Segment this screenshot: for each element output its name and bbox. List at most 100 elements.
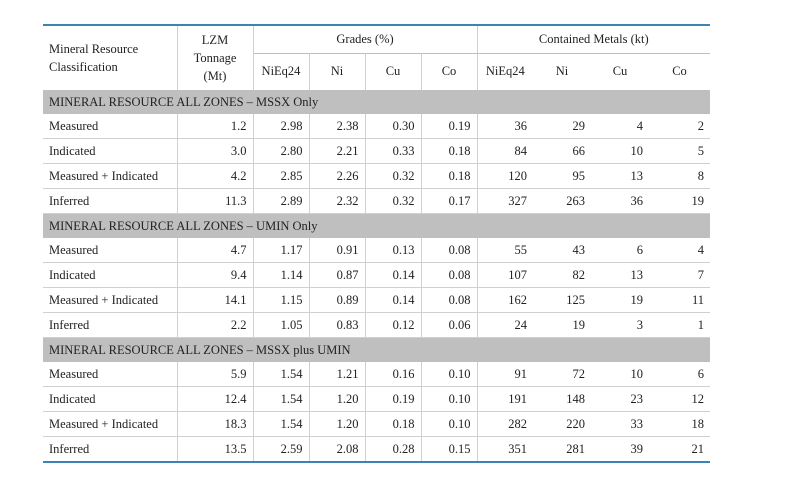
table-cell: 2.38 bbox=[309, 114, 366, 139]
table-cell: 13 bbox=[591, 262, 650, 288]
row-classification: Measured bbox=[43, 362, 178, 387]
table-row: Inferred 13.5 2.59 2.08 0.28 0.15 351 281 39 21 bbox=[43, 436, 710, 461]
table-row: Measured 4.7 1.17 0.91 0.13 0.08 55 43 6 4 bbox=[43, 238, 711, 263]
table-cell: 0.28 bbox=[365, 436, 422, 461]
table-row: Indicated 9.4 1.14 0.87 0.14 0.08 107 82 13 7 bbox=[43, 262, 711, 288]
table-cell: 1.15 bbox=[253, 287, 310, 313]
section-title: MINERAL RESOURCE ALL ZONES – UMIN Only bbox=[43, 213, 711, 238]
table-cell: 2.89 bbox=[253, 188, 310, 214]
table-row: Measured 5.9 1.54 1.21 0.16 0.10 91 72 10 6 bbox=[43, 362, 711, 387]
table-cell: 8 bbox=[649, 163, 711, 189]
section-header-row: MINERAL RESOURCE ALL ZONES – MSSX Only bbox=[43, 90, 711, 114]
table-cell: 29 bbox=[533, 114, 592, 139]
table-cell: 0.14 bbox=[365, 262, 422, 288]
table-cell: 10 bbox=[591, 362, 650, 387]
table-cell: 1.14 bbox=[253, 262, 310, 288]
table-cell: 2.32 bbox=[309, 188, 366, 214]
table-cell: 0.18 bbox=[365, 411, 422, 437]
table-cell: 1.20 bbox=[309, 411, 366, 437]
table-cell: 18 bbox=[649, 411, 711, 437]
section-header-row: MINERAL RESOURCE ALL ZONES – MSSX plus U… bbox=[43, 337, 711, 362]
table-cell: 1.54 bbox=[253, 386, 310, 412]
table-cell: 0.91 bbox=[309, 238, 366, 263]
row-classification: Measured + Indicated bbox=[43, 411, 178, 437]
table-cell: 91 bbox=[477, 362, 534, 387]
table-cell: 36 bbox=[477, 114, 534, 139]
table-cell: 14.1 bbox=[177, 287, 254, 313]
table-cell: 11 bbox=[649, 287, 711, 313]
table-cell: 0.10 bbox=[421, 411, 478, 437]
table-cell: 2.98 bbox=[253, 114, 310, 139]
table-cell: 162 bbox=[477, 287, 534, 313]
row-classification: Inferred bbox=[43, 188, 178, 214]
table-cell: 36 bbox=[591, 188, 650, 214]
table-cell: 11.3 bbox=[177, 188, 254, 214]
table-cell: 0.32 bbox=[365, 163, 422, 189]
table-cell: 2.59 bbox=[253, 436, 310, 461]
table-cell: 39 bbox=[630, 441, 644, 456]
table-cell: 0.19 bbox=[365, 386, 422, 412]
row-classification: Inferred bbox=[43, 312, 178, 338]
table-cell: 33 bbox=[591, 411, 650, 437]
header-grades-group: Grades (%) bbox=[253, 26, 478, 54]
table-cell: 43 bbox=[533, 238, 592, 263]
table-cell: 1.2 bbox=[177, 114, 254, 139]
table-cell: 2 bbox=[649, 114, 711, 139]
table-cell: 120 bbox=[477, 163, 534, 189]
header-tonnage: LZM Tonnage (Mt) bbox=[177, 26, 254, 90]
table-cell: 1.20 bbox=[309, 386, 366, 412]
table-cell: 95 bbox=[533, 163, 592, 189]
table-cell: 125 bbox=[533, 287, 592, 313]
table-cell: 10 bbox=[591, 138, 650, 164]
table-cell: 2.80 bbox=[253, 138, 310, 164]
table-cell: 55 bbox=[477, 238, 534, 263]
table-cell: 0.10 bbox=[421, 386, 478, 412]
table-cell: 12.4 bbox=[177, 386, 254, 412]
table-cell: 4.2 bbox=[177, 163, 254, 189]
header-metal-nieq24: NiEq24 bbox=[485, 64, 525, 79]
resource-table-container: Mineral Resource Classification LZM Tonn… bbox=[43, 24, 711, 463]
section-header-row: MINERAL RESOURCE ALL ZONES – UMIN Only bbox=[43, 213, 711, 238]
header-classification: Mineral Resource Classification bbox=[43, 26, 178, 90]
table-cell: 0.87 bbox=[309, 262, 366, 288]
table-cell: 24 bbox=[477, 312, 534, 338]
table-cell: 0.89 bbox=[309, 287, 366, 313]
table-cell: 19 bbox=[533, 312, 592, 338]
table-cell: 1.54 bbox=[253, 411, 310, 437]
table-cell: 0.17 bbox=[421, 188, 478, 214]
table-cell: 351 bbox=[508, 441, 528, 456]
header-grade-cu: Cu bbox=[365, 53, 422, 90]
row-classification: Measured bbox=[43, 238, 178, 263]
table-cell: 18.3 bbox=[177, 411, 254, 437]
table-cell: 84 bbox=[477, 138, 534, 164]
row-classification: Indicated bbox=[43, 138, 178, 164]
table-body: MINERAL RESOURCE ALL ZONES – MSSX Only Me… bbox=[43, 90, 711, 461]
row-classification: Measured + Indicated bbox=[43, 287, 178, 313]
table-row: Measured 1.2 2.98 2.38 0.30 0.19 36 29 4 2 bbox=[43, 114, 711, 139]
table-cell: 6 bbox=[591, 238, 650, 263]
table-cell: 0.18 bbox=[421, 163, 478, 189]
table-cell: 19 bbox=[649, 188, 711, 214]
table-cell: 1 bbox=[649, 312, 711, 338]
row-classification: Inferred bbox=[43, 436, 178, 461]
table-cell: 12 bbox=[649, 386, 711, 412]
row-classification: Measured bbox=[43, 114, 178, 139]
table-cell: 281 bbox=[566, 441, 586, 456]
table-row: Measured + Indicated 4.2 2.85 2.26 0.32 0.18 1… bbox=[43, 163, 711, 189]
table-cell: 0.18 bbox=[421, 138, 478, 164]
header-grade-nieq24: NiEq24 bbox=[253, 53, 310, 90]
table-cell: 191 bbox=[477, 386, 534, 412]
table-cell: 0.14 bbox=[365, 287, 422, 313]
table-cell: 0.16 bbox=[365, 362, 422, 387]
mineral-resource-table: Mineral Resource Classification LZM Tonn… bbox=[43, 26, 711, 461]
table-cell: 66 bbox=[533, 138, 592, 164]
table-cell: 1.21 bbox=[309, 362, 366, 387]
table-row: Measured + Indicated 18.3 1.54 1.20 0.18 0.10… bbox=[43, 411, 711, 437]
table-cell: 82 bbox=[533, 262, 592, 288]
table-cell: 13 bbox=[591, 163, 650, 189]
table-cell: 2.08 bbox=[309, 436, 366, 461]
table-cell: 2.21 bbox=[309, 138, 366, 164]
table-cell: 19 bbox=[591, 287, 650, 313]
table-cell: 72 bbox=[533, 362, 592, 387]
table-cell: 1.17 bbox=[253, 238, 310, 263]
